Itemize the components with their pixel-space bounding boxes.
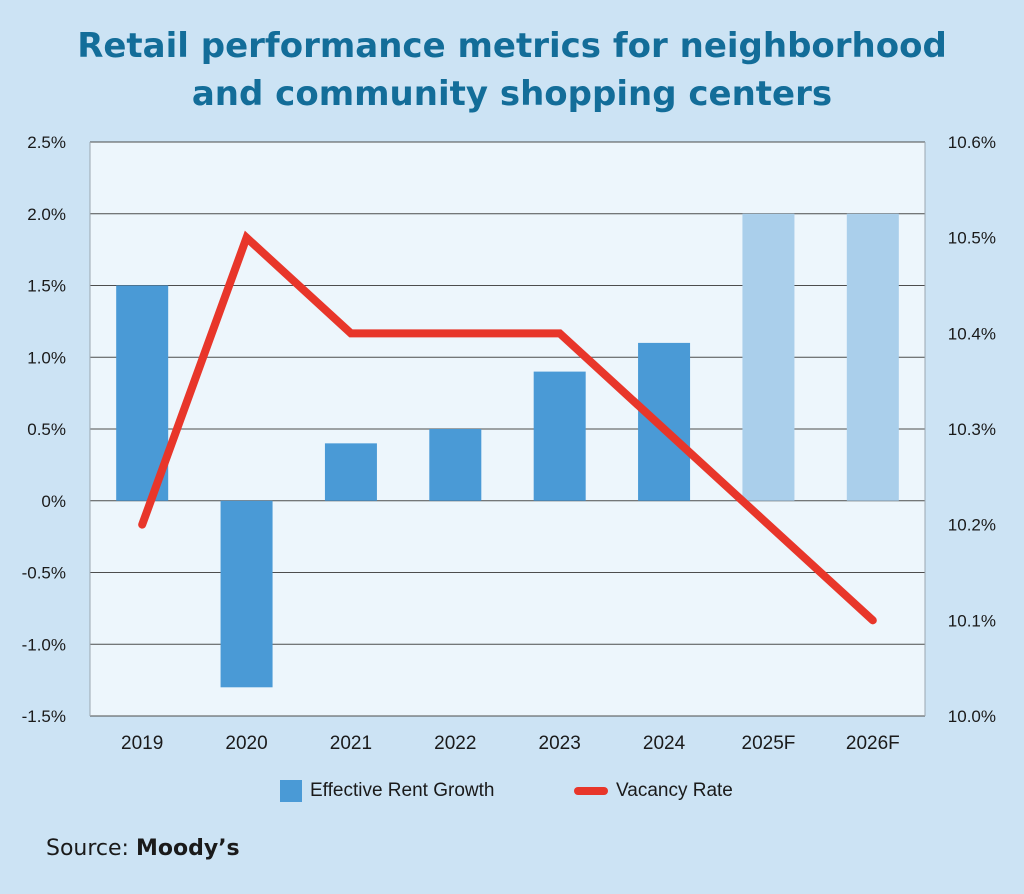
bar [846, 213, 899, 501]
left-tick-label: 2.5% [27, 133, 66, 152]
x-tick-label: 2023 [539, 733, 581, 754]
bar [324, 443, 377, 501]
right-tick-label: 10.4% [948, 324, 996, 343]
x-axis: 2019 2020 2021 2022 2023 2024 2025F 2026F [121, 733, 900, 754]
bar [429, 429, 482, 501]
right-tick-label: 10.0% [948, 707, 996, 726]
right-tick-label: 10.5% [948, 229, 996, 248]
left-tick-label: 0% [41, 492, 66, 511]
right-axis: 10.6% 10.5% 10.4% 10.3% 10.2% 10.1% 10.0% [948, 133, 996, 726]
legend-swatch-line [574, 787, 608, 795]
chart-title-line-2: and community shopping centers [191, 74, 833, 114]
x-tick-label: 2025F [742, 733, 796, 754]
bar [116, 285, 169, 501]
x-tick-label: 2021 [330, 733, 372, 754]
line-series [138, 230, 877, 625]
left-tick-label: 2.0% [27, 205, 66, 224]
vacancy-rate-line [138, 230, 877, 625]
bar [638, 342, 691, 501]
x-tick-label: 2022 [434, 733, 476, 754]
right-tick-label: 10.3% [948, 420, 996, 439]
x-tick-label: 2026F [846, 733, 900, 754]
legend: Effective Rent Growth Vacancy Rate [0, 780, 1024, 812]
bar [220, 500, 273, 688]
left-tick-label: 0.5% [27, 420, 66, 439]
left-tick-label: 1.5% [27, 277, 66, 296]
legend-swatch-bars [280, 780, 302, 802]
legend-item-bars: Effective Rent Growth [280, 780, 494, 802]
bar-series [116, 213, 899, 688]
x-tick-label: 2020 [225, 733, 267, 754]
right-tick-label: 10.6% [948, 133, 996, 152]
right-tick-label: 10.1% [948, 611, 996, 630]
x-tick-label: 2019 [121, 733, 163, 754]
bar [533, 371, 586, 501]
x-tick-label: 2024 [643, 733, 686, 754]
left-tick-label: 1.0% [27, 348, 66, 367]
source-note: Source: Moody’s [46, 836, 240, 861]
left-axis: 2.5% 2.0% 1.5% 1.0% 0.5% 0% -0.5% -1.0% -1.5% [22, 133, 66, 726]
left-tick-label: -0.5% [22, 564, 66, 583]
legend-item-line: Vacancy Rate [574, 780, 733, 802]
bar [742, 213, 795, 501]
chart-title: Retail performance metrics for neighborh… [0, 22, 1024, 118]
left-tick-label: -1.0% [22, 635, 66, 654]
chart-title-line-1: Retail performance metrics for neighborh… [77, 26, 947, 66]
left-tick-label: -1.5% [22, 707, 66, 726]
legend-label-bars: Effective Rent Growth [310, 780, 495, 801]
source-name: Moody’s [135, 836, 240, 861]
right-tick-label: 10.2% [948, 516, 996, 535]
legend-label-line: Vacancy Rate [616, 780, 733, 801]
source-label: Source: [46, 836, 129, 861]
